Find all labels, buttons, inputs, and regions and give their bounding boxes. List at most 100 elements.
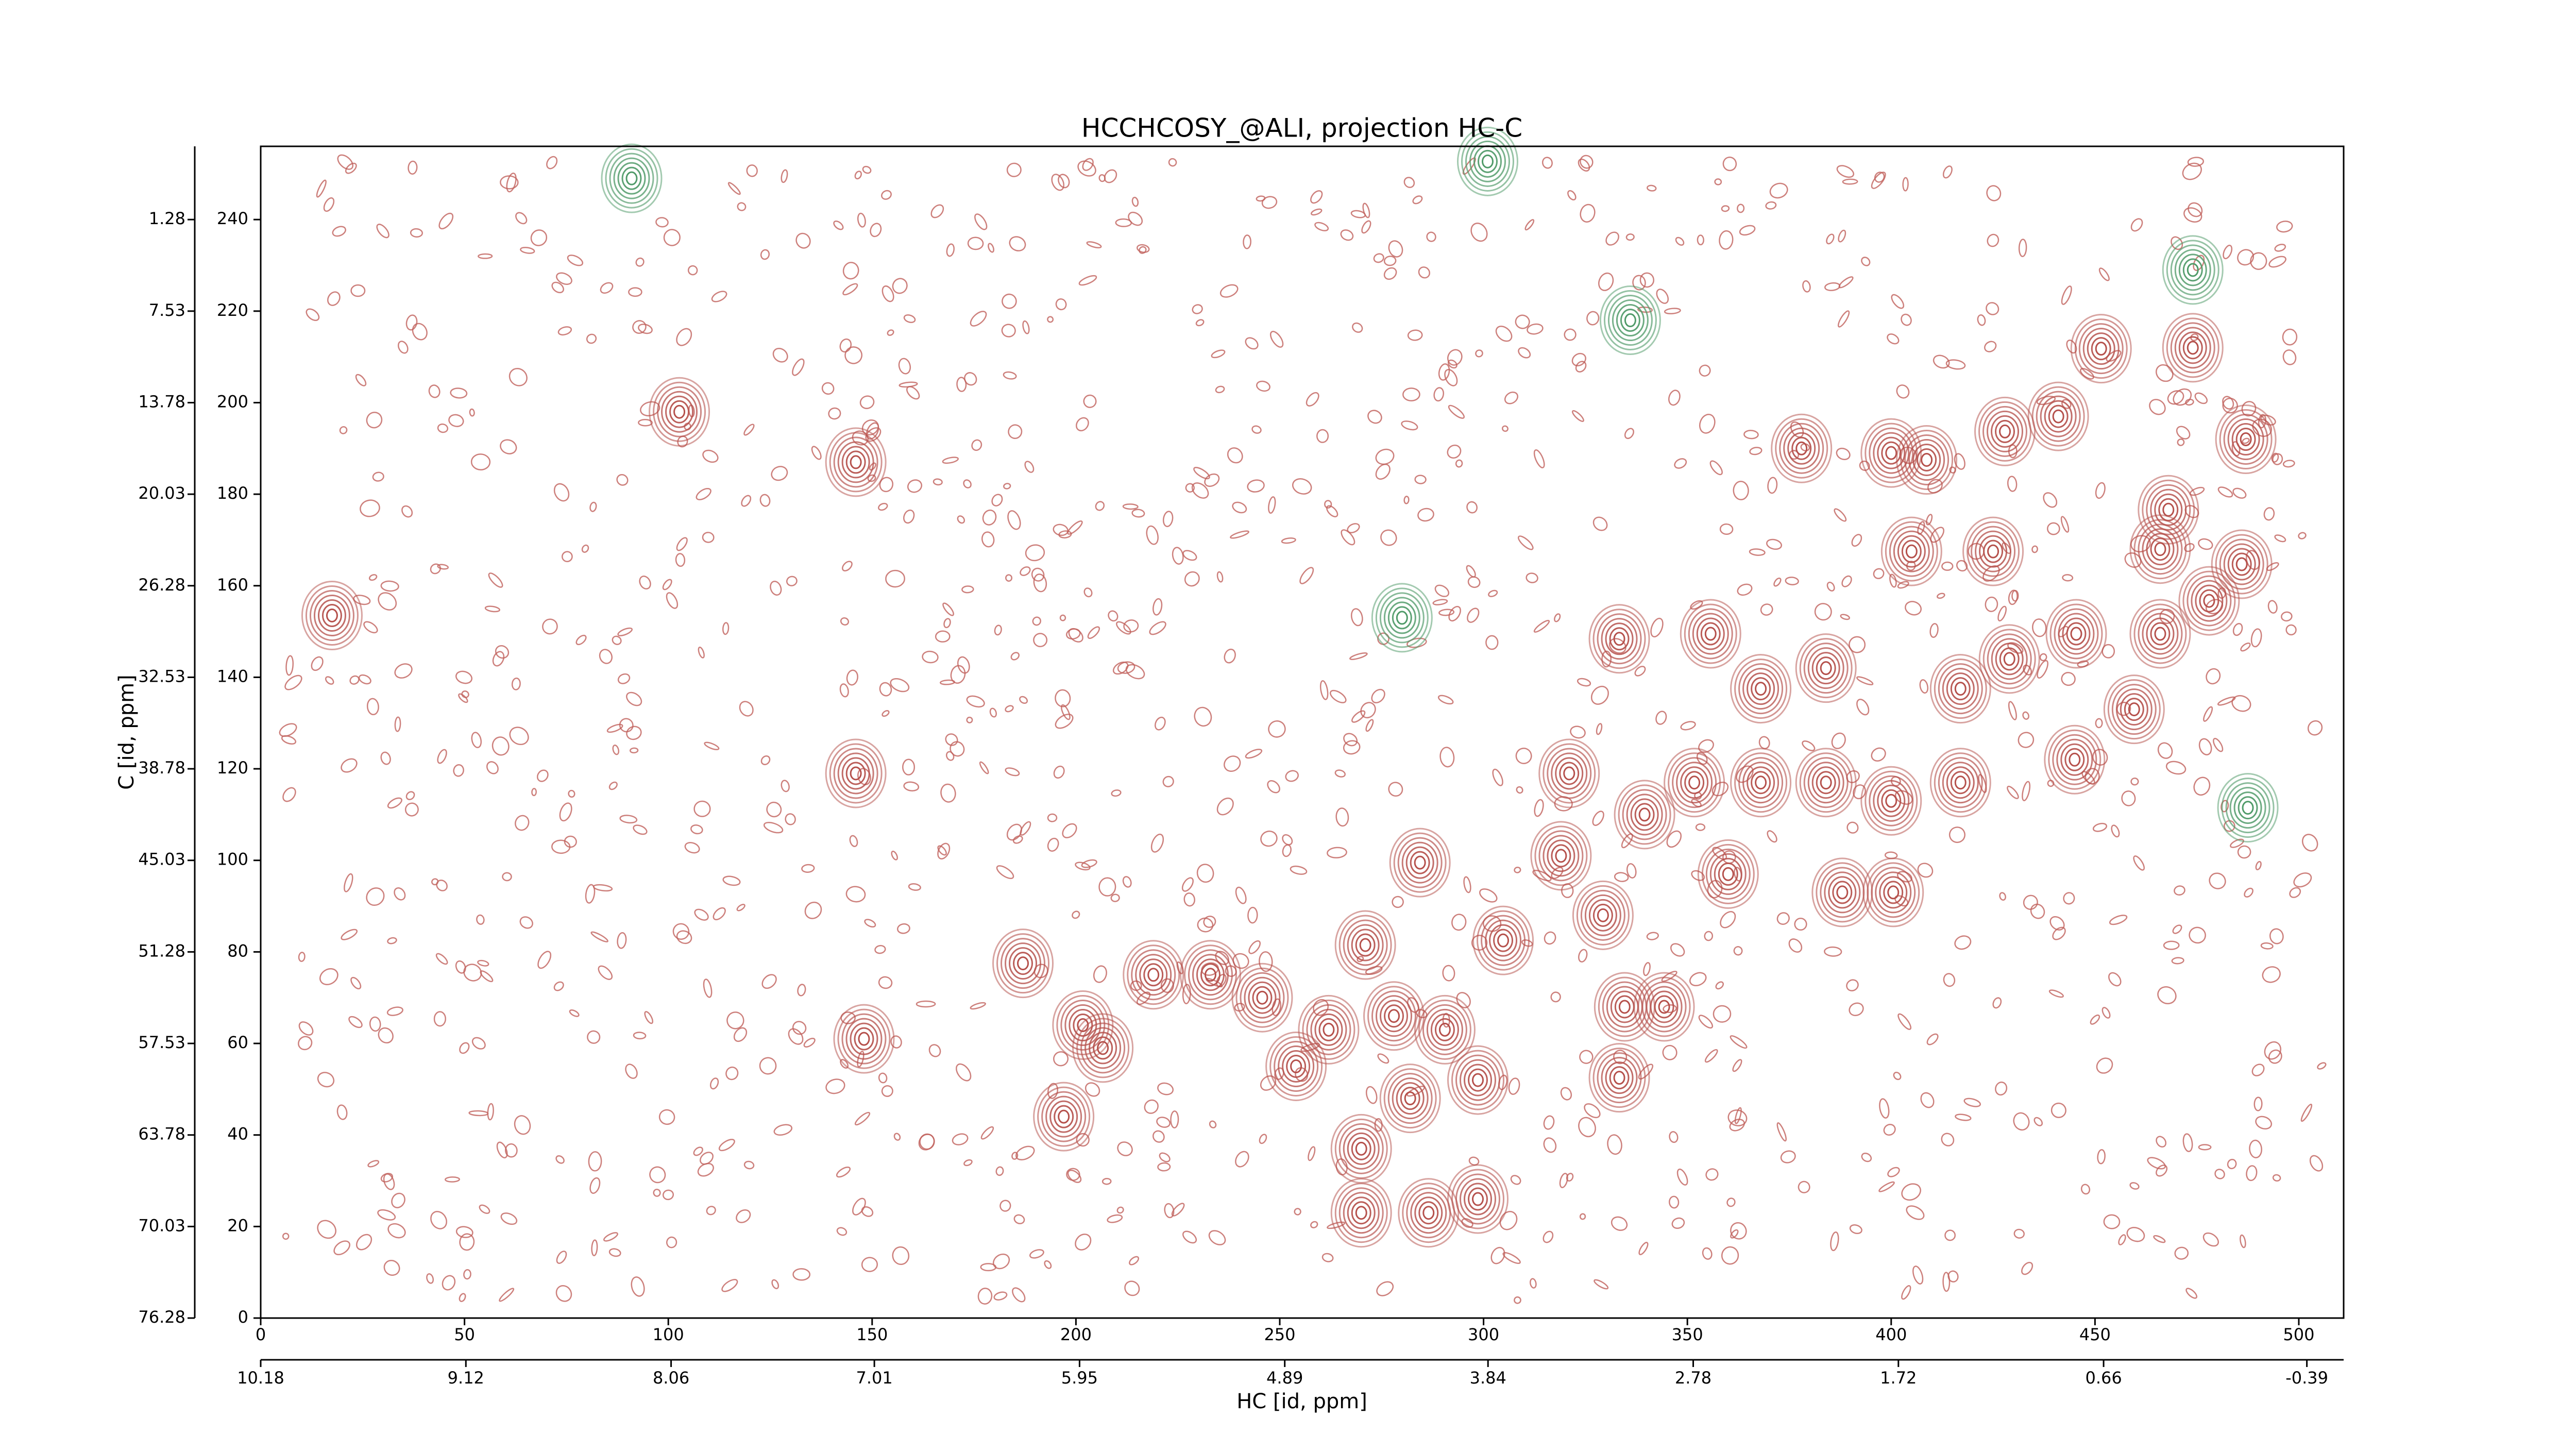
peak-contour (1037, 1086, 1091, 1147)
noise-contour (546, 156, 558, 170)
peak-contour (1330, 1113, 1392, 1184)
peak (1633, 972, 1695, 1042)
peak (1860, 418, 1922, 488)
noise-contour (1646, 932, 1659, 940)
noise-contour (1032, 616, 1041, 626)
noise-contour (1790, 421, 1804, 438)
peak-contour (1734, 659, 1788, 719)
peak (1447, 1045, 1509, 1115)
peak-contour (1200, 963, 1221, 987)
noise-contour (2185, 398, 2194, 406)
peak-contour (1887, 885, 1900, 900)
noise-contour (882, 285, 894, 302)
peak-contour (841, 446, 870, 479)
noise-contour (366, 412, 383, 429)
peak-contour (1456, 126, 1518, 196)
peak-contour (2064, 748, 2085, 771)
noise-contour (1842, 178, 1858, 185)
noise-contour (1003, 371, 1017, 380)
noise-contour (722, 875, 741, 886)
noise-contour (463, 1269, 471, 1280)
noise-contour (1361, 220, 1371, 234)
noise-contour (1326, 505, 1338, 517)
noise-contour (1098, 877, 1116, 897)
noise-contour (463, 964, 482, 982)
peak-contour (1460, 1059, 1497, 1101)
noise-contour (995, 1166, 1004, 1176)
noise-contour (2182, 162, 2202, 180)
peak-contour (1131, 949, 1176, 1001)
noise-contour (1814, 603, 1832, 621)
noise-contour (1479, 888, 1498, 903)
peak-contour (1942, 668, 1979, 710)
peak-contour (2115, 688, 2153, 731)
y-tick-label: 240 (217, 209, 248, 228)
noise-contour (1699, 414, 1716, 434)
peak-contour (1755, 682, 1767, 696)
peak-contour (2154, 627, 2166, 641)
noise-contour (1216, 571, 1224, 583)
noise-contour (866, 422, 879, 440)
noise-contour (1704, 1049, 1718, 1063)
y2-tick-label: 32.53 (138, 666, 185, 686)
peak-contour (301, 580, 363, 650)
noise-contour (1282, 834, 1293, 846)
noise-contour (971, 439, 982, 451)
noise-contour (553, 483, 570, 502)
noise-contour (1259, 951, 1273, 972)
noise-contour (2223, 244, 2233, 260)
peak-contour (1123, 940, 1184, 1010)
noise-contour (1467, 576, 1481, 588)
peak-contour (1860, 766, 1922, 836)
peak-contour (1389, 828, 1451, 898)
noise-contour (1905, 601, 1922, 616)
peak-contour (1807, 762, 1844, 804)
noise-contour (1956, 560, 1968, 572)
noise-contour (1977, 314, 1986, 326)
noise-contour (2049, 916, 2065, 931)
peak-contour (2178, 331, 2207, 364)
peak-contour (621, 166, 642, 190)
noise-contour (1912, 1266, 1924, 1285)
noise-contour (1571, 352, 1586, 366)
noise-contour (1670, 943, 1685, 957)
noise-contour (2237, 249, 2255, 266)
peak-contour (2045, 599, 2107, 669)
noise-contour (2061, 285, 2072, 305)
noise-contour (1172, 547, 1184, 565)
noise-contour (2092, 822, 2108, 832)
y-tick-label: 80 (227, 941, 248, 960)
peak-contour (1995, 643, 2024, 676)
noise-contour (1637, 306, 1653, 313)
noise-contour (1730, 1035, 1748, 1049)
noise-contour (1020, 821, 1031, 836)
peak (1179, 940, 1241, 1010)
noise-contour (1968, 543, 1985, 560)
noise-contour (2176, 426, 2191, 440)
noise-contour (713, 907, 726, 920)
noise-contour (1824, 282, 1841, 291)
noise-contour (1730, 1229, 1739, 1239)
peak-contour (1290, 1059, 1302, 1073)
peak-contour (1605, 622, 1634, 655)
peak-contour (2060, 743, 2089, 776)
peak-contour (1192, 954, 1229, 996)
noise-contour (966, 716, 973, 723)
noise-contour (861, 1206, 874, 1217)
noise-contour (1785, 577, 1799, 585)
noise-contour (1314, 222, 1329, 231)
noise-contour (902, 758, 916, 775)
noise-contour (1578, 1117, 1596, 1138)
noise-contour (1596, 723, 1603, 735)
noise-contour (1543, 1137, 1557, 1153)
x2-tick-label: 2.78 (1675, 1368, 1711, 1388)
noise-contour (1780, 1150, 1796, 1163)
peak-contour (1684, 771, 1705, 795)
noise-contour (1047, 813, 1058, 822)
y2-tick-label: 7.53 (149, 300, 185, 320)
noise-contour (2018, 732, 2035, 748)
noise-contour (2052, 926, 2066, 940)
peak-contour (1664, 748, 1725, 818)
noise-contour (896, 923, 910, 934)
noise-contour (937, 842, 951, 859)
